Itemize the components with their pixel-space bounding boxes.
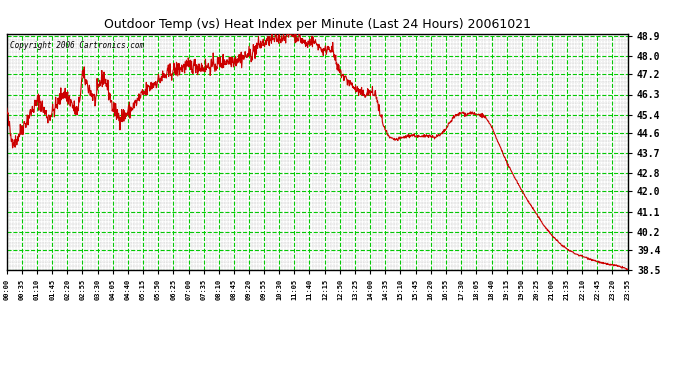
Title: Outdoor Temp (vs) Heat Index per Minute (Last 24 Hours) 20061021: Outdoor Temp (vs) Heat Index per Minute … <box>104 18 531 31</box>
Text: Copyright 2006 Cartronics.com: Copyright 2006 Cartronics.com <box>10 41 144 50</box>
